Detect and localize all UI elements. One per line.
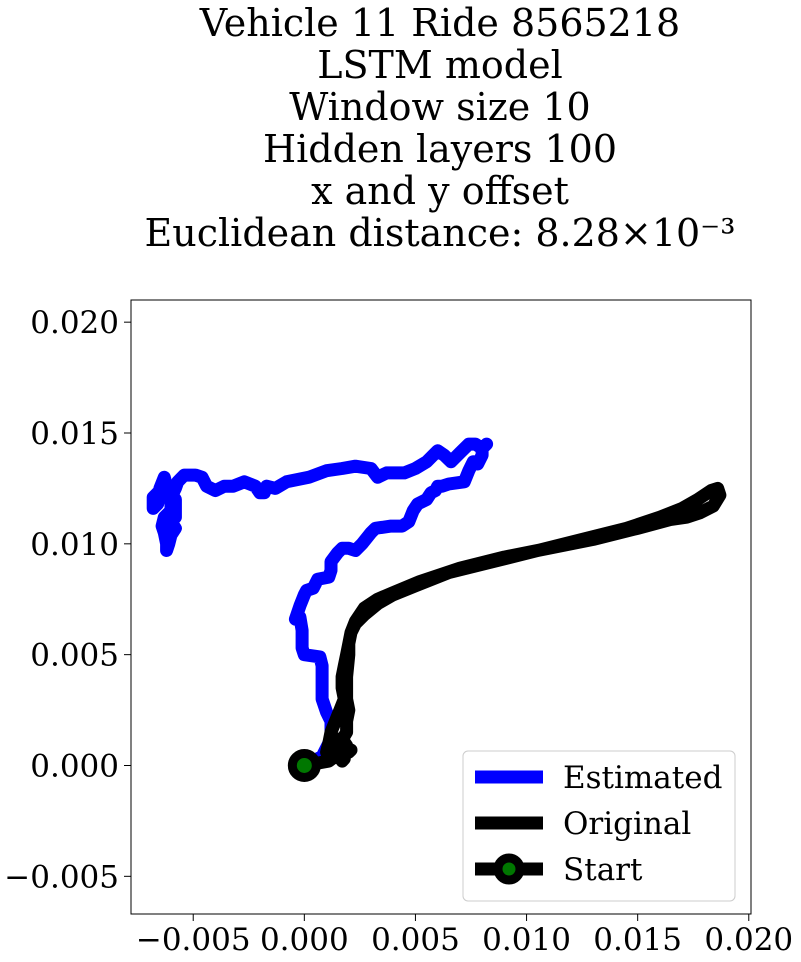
y-tick-label: −0.005 [4, 859, 119, 895]
x-axis: −0.005 0.000 0.005 0.010 0.015 0.020 [136, 914, 793, 958]
x-tick-label: 0.015 [593, 922, 682, 958]
series-layer [146, 437, 727, 782]
x-tick-label: 0.010 [482, 922, 571, 958]
legend: Estimated Original Start [462, 750, 736, 902]
title-line-3: Window size 10 [289, 85, 590, 129]
legend-label-estimated: Estimated [563, 760, 722, 796]
title-line-2: LSTM model [317, 43, 562, 87]
x-tick-label: 0.000 [260, 922, 349, 958]
y-axis: −0.005 0.000 0.005 0.010 0.015 0.020 [4, 305, 131, 895]
y-tick-label: 0.015 [30, 416, 119, 452]
start-marker [287, 748, 321, 782]
plot-area-frame [130, 299, 752, 915]
title-line-4: Hidden layers 100 [263, 127, 617, 171]
series-line-estimated [146, 437, 494, 772]
title-line-6: Euclidean distance: 8.28×10⁻³ [145, 211, 736, 255]
x-tick-label: −0.005 [136, 922, 251, 958]
y-tick-label: 0.000 [30, 748, 119, 784]
title-line-5: x and y offset [311, 169, 569, 213]
y-tick-label: 0.005 [30, 638, 119, 674]
legend-start-marker [493, 853, 525, 885]
x-tick-label: 0.020 [704, 922, 793, 958]
title-line-1: Vehicle 11 Ride 8565218 [199, 1, 680, 45]
legend-label-original: Original [563, 806, 691, 842]
x-tick-label: 0.005 [371, 922, 460, 958]
legend-label-start: Start [563, 852, 643, 888]
series-line-original [297, 481, 727, 772]
y-tick-label: 0.010 [30, 527, 119, 563]
y-tick-label: 0.020 [30, 305, 119, 341]
